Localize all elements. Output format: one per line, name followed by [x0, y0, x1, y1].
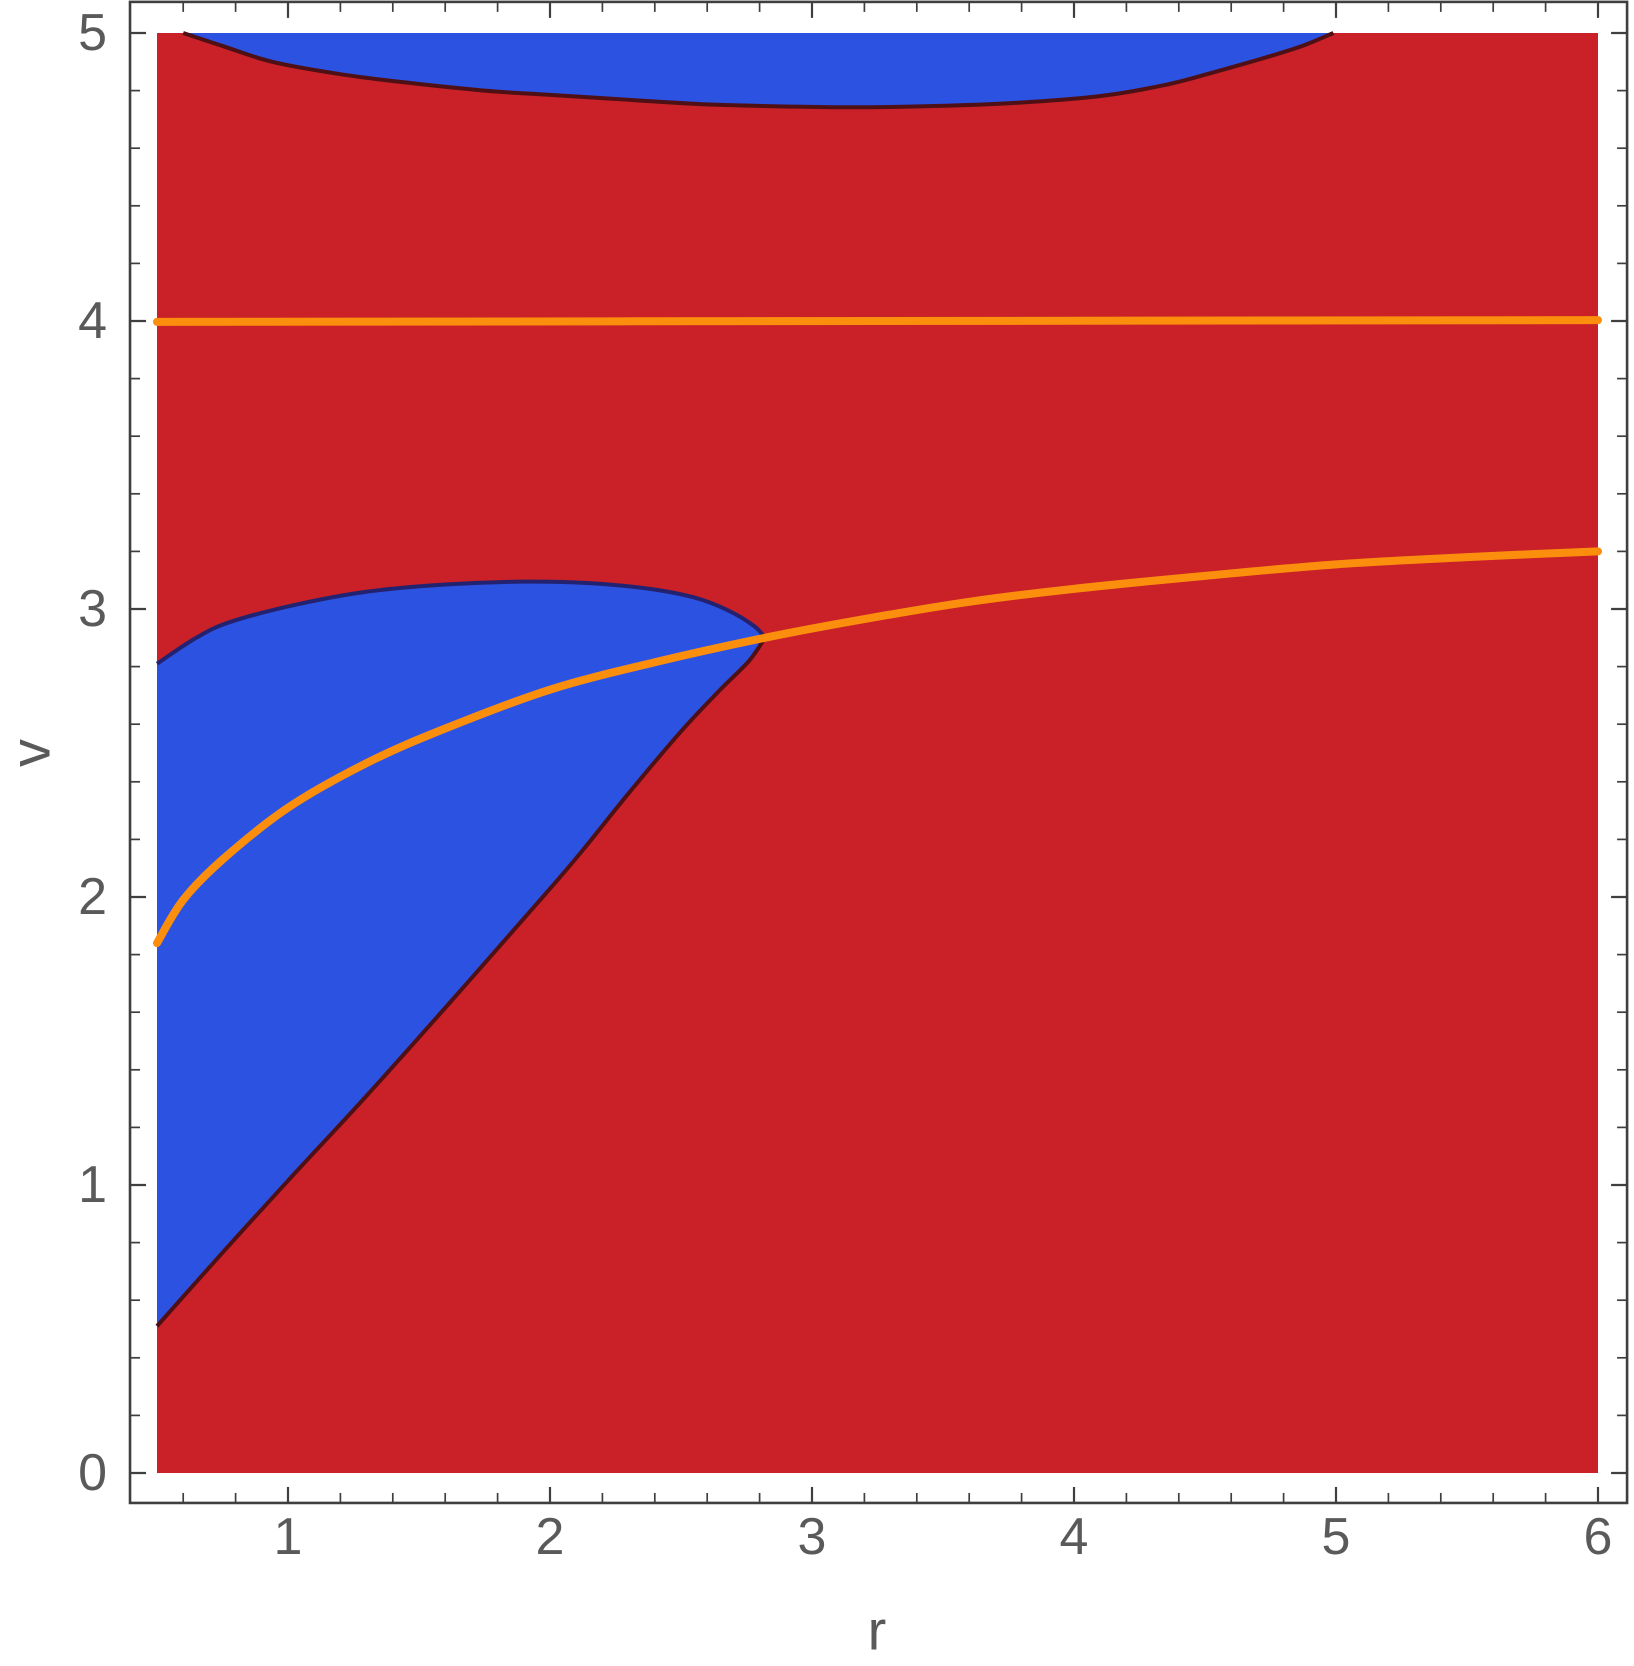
x-axis-label: r [868, 1599, 887, 1662]
plot-frame [128, 0, 1629, 1505]
x-tick-label: 6 [1584, 1508, 1613, 1566]
x-tick-label: 2 [536, 1508, 565, 1566]
x-tick-label: 1 [274, 1508, 303, 1566]
y-tick-label: 0 [78, 1444, 107, 1502]
y-tick-label: 2 [78, 868, 107, 926]
blue-region-lower-lower-boundary [155, 636, 767, 1328]
y-tick-label: 1 [78, 1156, 107, 1214]
y-tick-label: 5 [78, 4, 107, 62]
x-tick-label: 4 [1060, 1508, 1089, 1566]
blue-region-lower-upper-boundary [155, 579, 767, 666]
blue-region-lower [157, 581, 765, 1327]
orange-curve-horizontal-nullcline [153, 316, 1602, 326]
blue-region-top-boundary [182, 31, 1335, 110]
orange-curve-rising-nullcline [153, 547, 1602, 948]
plot-layers: 1 2 3 4 5 6 0 1 2 3 4 5 [78, 0, 1629, 1566]
y-axis-label: v [0, 739, 62, 767]
y-tick-label: 3 [78, 580, 107, 638]
x-tick-label: 5 [1322, 1508, 1351, 1566]
y-tick-label: 4 [78, 292, 107, 350]
x-tick-label: 3 [798, 1508, 827, 1566]
